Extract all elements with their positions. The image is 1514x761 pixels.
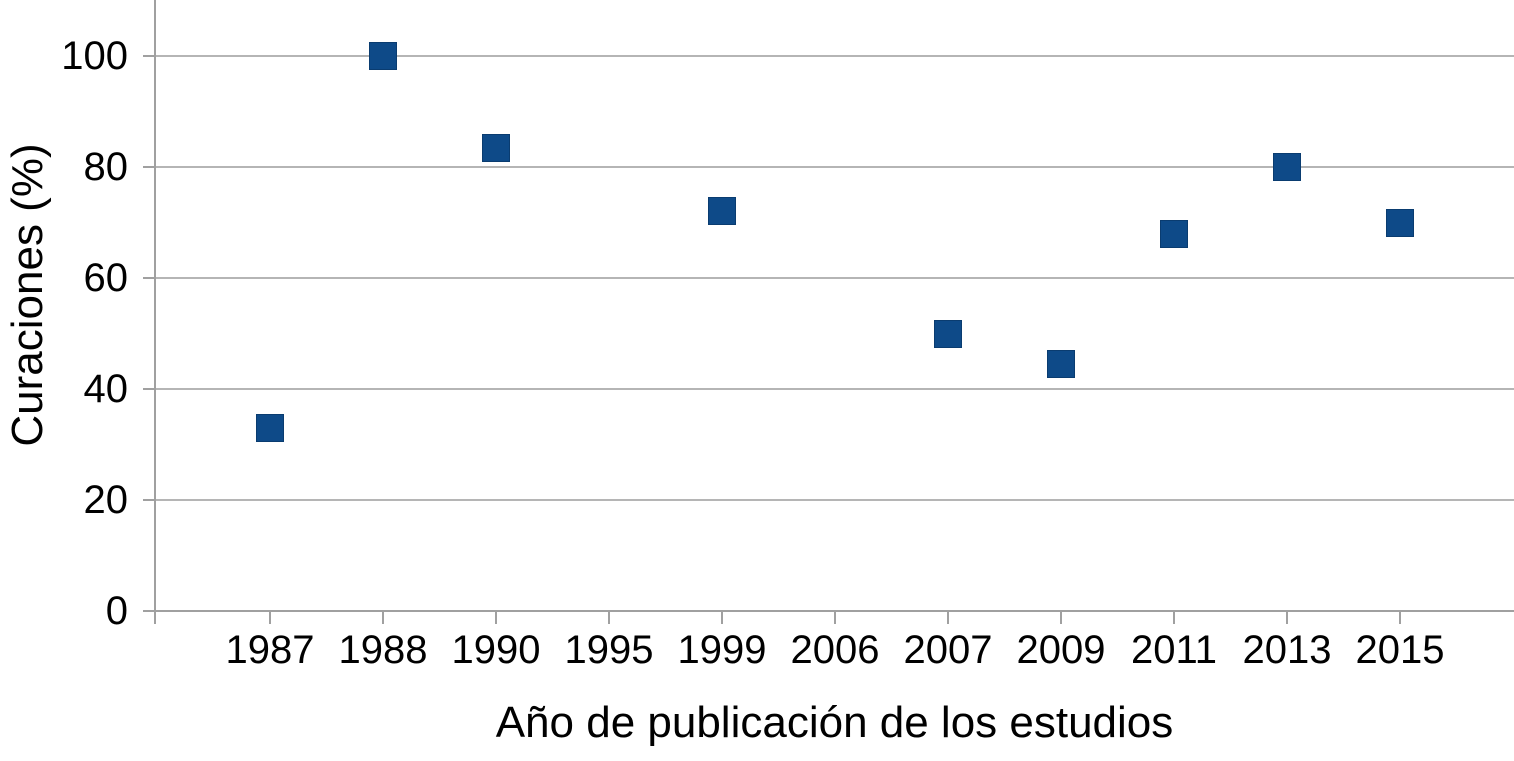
x-axis-tick xyxy=(1399,611,1401,624)
data-point-marker xyxy=(1273,153,1301,181)
y-tick-label: 100 xyxy=(61,34,128,78)
y-tick-label: 20 xyxy=(83,478,129,522)
y-axis-title: Curaciones (%) xyxy=(3,143,52,447)
x-tick-label: 2015 xyxy=(1355,628,1445,672)
x-tick-label: 1990 xyxy=(451,628,541,672)
x-axis-tick xyxy=(269,611,271,624)
data-point-marker xyxy=(1047,350,1075,379)
x-tick-label: 1995 xyxy=(564,628,654,672)
x-axis-tick xyxy=(834,611,836,624)
x-tick-label: 2011 xyxy=(1130,628,1217,672)
x-tick-label: 2007 xyxy=(903,628,993,672)
x-tick-label: 2009 xyxy=(1016,628,1106,672)
y-tick-label: 0 xyxy=(105,589,128,633)
y-tick-label: 80 xyxy=(83,145,129,189)
data-point-marker xyxy=(1160,219,1188,248)
y-axis-tick xyxy=(143,388,156,390)
x-tick-label: 1987 xyxy=(225,628,315,672)
y-axis-tick xyxy=(143,55,156,57)
x-tick-label: 1999 xyxy=(677,628,767,672)
x-axis-tick xyxy=(382,611,384,624)
x-axis-line xyxy=(143,610,1514,612)
gridline xyxy=(155,499,1514,501)
data-point-marker xyxy=(369,42,397,70)
x-tick-label: 2006 xyxy=(790,628,880,672)
x-axis-tick xyxy=(721,611,723,624)
x-axis-tick xyxy=(947,611,949,624)
x-axis-tick xyxy=(495,611,497,624)
gridline xyxy=(155,166,1514,168)
x-axis-tick xyxy=(1060,611,1062,624)
gridline xyxy=(155,277,1514,279)
data-point-marker xyxy=(256,413,284,442)
data-point-marker xyxy=(934,319,962,348)
gridline xyxy=(155,388,1514,390)
x-axis-tick xyxy=(608,611,610,624)
y-axis-tick xyxy=(143,166,156,168)
y-axis-tick xyxy=(143,277,156,279)
gridline xyxy=(155,55,1514,57)
x-axis-title: Año de publicación de los estudios xyxy=(495,698,1174,747)
y-axis-line xyxy=(154,0,156,624)
y-tick-label: 60 xyxy=(83,256,129,300)
data-point-marker xyxy=(1386,208,1414,237)
data-point-marker xyxy=(708,197,736,226)
data-point-marker xyxy=(482,133,510,162)
y-axis-tick xyxy=(143,499,156,501)
x-axis-tick xyxy=(1286,611,1288,624)
y-tick-label: 40 xyxy=(83,367,129,411)
x-tick-label: 1988 xyxy=(338,628,428,672)
x-tick-label: 2013 xyxy=(1242,628,1332,672)
x-axis-tick xyxy=(1173,611,1175,624)
